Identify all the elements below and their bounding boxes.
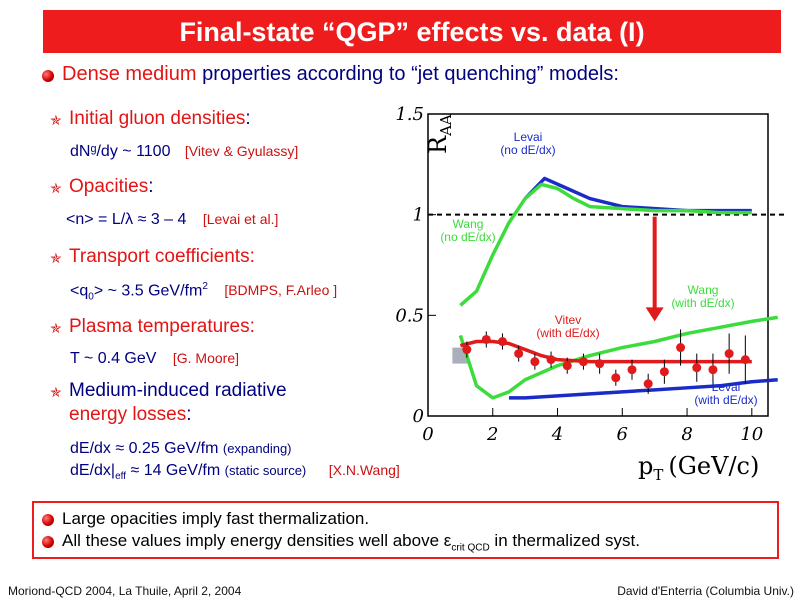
star-bullet-icon: ✯ — [50, 384, 62, 400]
reference: [Levai et al.] — [202, 211, 279, 227]
data-point — [481, 334, 491, 344]
x-axis-label: pT (GeV/c) — [638, 452, 759, 484]
intro-line: Dense medium properties according to “je… — [62, 63, 619, 86]
data-point — [724, 349, 734, 359]
bullet-icon — [42, 536, 54, 548]
series-label: Wang — [453, 217, 484, 231]
item-value: <q0> ~ 3.5 GeV/fm2 [BDMPS, F.Arleo ] — [70, 281, 338, 303]
data-point — [740, 355, 750, 365]
data-point — [595, 359, 605, 369]
series-label: Levai — [712, 380, 741, 394]
series-line — [459, 339, 752, 364]
y-tick-label: 1.5 — [395, 104, 424, 125]
reference: [BDMPS, F.Arleo ] — [224, 282, 338, 299]
footer-right: David d'Enterria (Columbia Univ.) — [617, 584, 794, 598]
data-point — [643, 379, 653, 389]
item-label: Transport coefficients: — [69, 246, 255, 267]
y-tick-label: 0.5 — [395, 305, 424, 326]
summary-line: All these values imply energy densities … — [62, 531, 640, 554]
item-value: dNᵍ/dy ~ 1100 [Vitev & Gyulassy] — [70, 143, 299, 160]
data-point — [659, 367, 669, 377]
data-point — [708, 365, 718, 375]
item-label: Plasma temperatures: — [69, 316, 255, 337]
summary-box — [32, 501, 779, 559]
reference: [Vitev & Gyulassy] — [184, 143, 299, 159]
footer-left: Moriond-QCD 2004, La Thuile, April 2, 20… — [8, 584, 242, 598]
data-point — [462, 345, 472, 355]
series-line — [459, 182, 752, 307]
star-bullet-icon: ✯ — [50, 320, 62, 336]
data-point — [497, 337, 507, 347]
series-label: Vitev — [555, 313, 581, 327]
data-point — [578, 357, 588, 367]
intro-highlight: Dense medium — [62, 63, 197, 85]
data-point — [611, 373, 621, 383]
bullet-icon — [42, 70, 54, 82]
data-point — [627, 365, 637, 375]
data-point — [546, 355, 556, 365]
summary-line: Large opacities imply fast thermalizatio… — [62, 509, 370, 528]
series-label: Levai — [514, 130, 543, 144]
series-label: (with dE/dx) — [671, 296, 734, 310]
series-label: (with dE/dx) — [536, 326, 599, 340]
reference: [X.N.Wang] — [328, 462, 400, 478]
series-label: (no dE/dx) — [440, 230, 495, 244]
x-tick-label: 6 — [617, 424, 628, 445]
x-tick-label: 8 — [681, 424, 692, 445]
item-value: dE/dx|eff ≈ 14 GeV/fm (static source) [X… — [70, 462, 400, 483]
star-bullet-icon: ✯ — [50, 112, 62, 128]
plot-frame — [427, 113, 769, 417]
series-label: (no dE/dx) — [500, 143, 555, 157]
star-bullet-icon: ✯ — [50, 180, 62, 196]
item-value: T ~ 0.4 GeV [G. Moore] — [70, 350, 240, 367]
x-tick-label: 0 — [422, 424, 433, 445]
y-tick-label: 0 — [413, 406, 424, 427]
series-line — [458, 315, 778, 400]
x-tick-label: 2 — [486, 424, 498, 445]
data-point — [530, 357, 540, 367]
y-tick-label: 1 — [413, 205, 424, 226]
data-point — [514, 349, 524, 359]
data-point — [676, 343, 686, 353]
item-label: Initial gluon densities: — [69, 108, 251, 129]
item-label: Medium-induced radiative — [69, 380, 287, 401]
y-axis-label: RAA — [424, 114, 455, 154]
item-label: energy losses: — [69, 404, 192, 425]
item-value: <n> = L/λ ≈ 3 – 4 [Levai et al.] — [66, 211, 279, 228]
series-label: Wang — [688, 283, 719, 297]
bullet-icon — [42, 514, 54, 526]
x-tick-label: 10 — [740, 424, 763, 445]
data-point — [692, 363, 702, 373]
intro-rest: properties according to “jet quenching” … — [202, 63, 619, 85]
item-value: dE/dx ≈ 0.25 GeV/fm (expanding) — [70, 440, 292, 457]
data-point — [562, 361, 572, 371]
series-line — [523, 176, 752, 213]
slide-title: Final-state “QGP” effects vs. data (I) — [43, 10, 781, 53]
series-label: (with dE/dx) — [694, 393, 757, 407]
series-line — [508, 378, 778, 400]
x-tick-label: 4 — [551, 424, 563, 445]
arrow-head-icon — [645, 307, 664, 322]
reference: [G. Moore] — [172, 350, 240, 366]
star-bullet-icon: ✯ — [50, 250, 62, 266]
item-label: Opacities: — [69, 176, 154, 197]
